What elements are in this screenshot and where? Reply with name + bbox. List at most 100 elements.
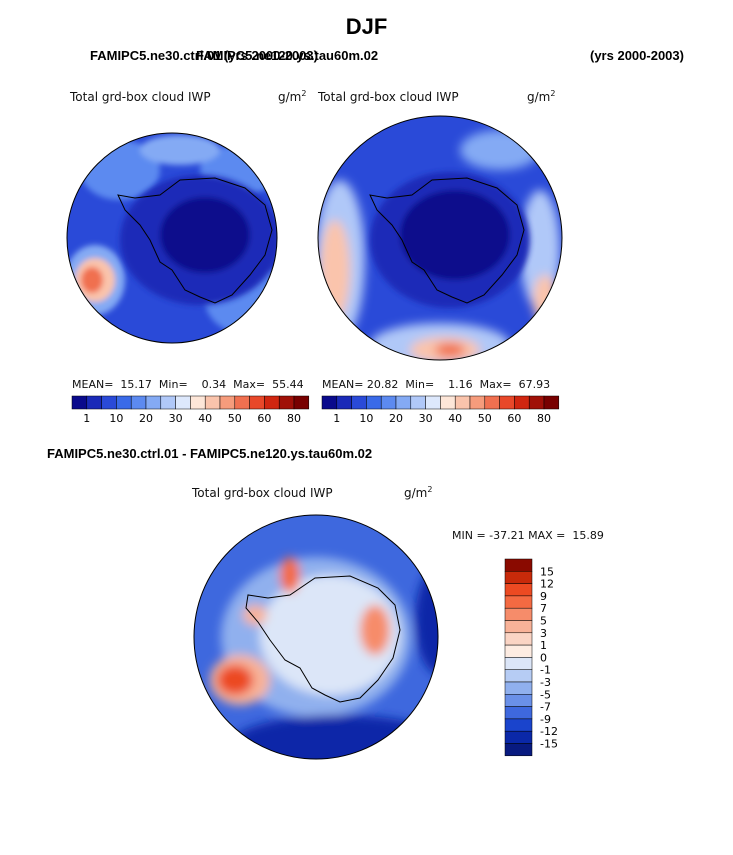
right-antarctica-coastline — [369, 177, 525, 304]
diff-colorbar-box — [504, 595, 533, 609]
right-colorbar-box — [469, 395, 486, 410]
diff-colorbar-box — [504, 706, 533, 720]
diff-colorbar-box — [504, 718, 533, 732]
left-min-value: 0.34 — [201, 378, 227, 391]
right-colorbar-box — [514, 395, 530, 410]
right-ne-pale — [460, 130, 540, 170]
left-max-label: Max= — [233, 378, 266, 391]
diff-colorbar-label: -3 — [540, 676, 551, 689]
left-max-value: 55.44 — [272, 378, 304, 391]
left-colorbar-box — [145, 395, 162, 410]
right-panel-label: Total grd-box cloud IWP — [318, 90, 459, 104]
diff-colorbar-box — [504, 730, 533, 744]
diff-units-text: g/m — [404, 486, 428, 500]
left-colorbar-tick: 80 — [287, 412, 301, 425]
right-colorbar-tick: 60 — [507, 412, 521, 425]
left-colorbar-box — [86, 395, 102, 410]
left-colorbar-box — [278, 395, 295, 410]
diff-east-warm — [360, 605, 390, 655]
left-units-text: g/m — [278, 90, 302, 104]
right-colorbar-box — [440, 395, 456, 410]
diff-colorbar-label: -5 — [540, 688, 551, 701]
diff-colorbar-label: -1 — [540, 664, 551, 677]
right-run-name: FAMIPC5.ne120.ys.tau60m.02 — [196, 48, 379, 63]
right-polar-map — [317, 115, 563, 361]
right-colorbar-tick: 40 — [448, 412, 462, 425]
right-colorbar-box — [543, 395, 560, 410]
left-polar-map — [66, 132, 278, 344]
left-units-exp: 2 — [301, 89, 307, 98]
left-min-label: Min= — [158, 378, 188, 391]
diff-east-deep — [415, 565, 438, 675]
diff-colorbar-label: 0 — [540, 651, 547, 664]
left-panel-units: g/m2 — [278, 89, 306, 104]
right-colorbar-tick: 1 — [333, 412, 340, 425]
diff-colorbar-label: -9 — [540, 713, 551, 726]
right-map-border — [317, 115, 563, 361]
diff-title: FAMIPC5.ne30.ctrl.01 - FAMIPC5.ne120.ys.… — [47, 446, 373, 461]
left-antarctica-coastline — [117, 177, 273, 304]
left-colorbar-tick: 60 — [257, 412, 271, 425]
right-colorbar-tick: 10 — [359, 412, 373, 425]
left-colorbar-tick: 50 — [228, 412, 242, 425]
diff-colorbar-label: -12 — [540, 725, 558, 738]
left-colorbar-box — [204, 395, 221, 410]
left-map-border — [66, 132, 278, 344]
diff-antarctica-coastline — [245, 575, 401, 703]
right-colorbar: 1 10 20 30 40 50 60 80 — [321, 395, 560, 425]
left-colorbar-box — [175, 395, 191, 410]
diff-colorbar-box — [504, 571, 533, 584]
diff-colorbar-box — [504, 583, 533, 597]
right-stats: MEAN= 20.82 Min= 1.16 Max= 67.93 — [322, 378, 550, 391]
page-title: DJF — [345, 14, 388, 39]
diff-colorbar-box — [504, 681, 533, 695]
right-mean-label: MEAN= — [322, 378, 364, 391]
left-colorbar-tick: 30 — [169, 412, 183, 425]
diff-colorbar-label: 9 — [540, 590, 547, 603]
left-colorbar-box — [234, 395, 250, 410]
left-colorbar-tick: 10 — [109, 412, 123, 425]
left-run-name: FAMIPC5.ne30.ctrl.01 — [90, 48, 222, 63]
diff-colorbar-label: 15 — [540, 565, 554, 578]
right-units-exp: 2 — [550, 89, 556, 98]
diff-colorbar-label: 5 — [540, 615, 547, 628]
diff-colorbar-label: 3 — [540, 627, 547, 640]
right-colorbar-box — [351, 395, 367, 410]
left-mean-value: 15.17 — [120, 378, 152, 391]
left-colorbar-box — [130, 395, 147, 410]
right-colorbar-box — [321, 395, 338, 410]
diff-map-border — [193, 514, 439, 760]
right-colorbar-box — [454, 395, 471, 410]
right-min-value: 1.16 — [448, 378, 473, 391]
left-colorbar-box — [293, 395, 310, 410]
diff-minmax: MIN = -37.21 MAX = 15.89 — [452, 529, 604, 542]
right-colorbar-box — [484, 395, 500, 410]
left-colorbar-box — [71, 395, 88, 410]
left-panel-label: Total grd-box cloud IWP — [70, 90, 211, 104]
diff-colorbar-label: -7 — [540, 701, 551, 714]
right-south-hot — [435, 343, 465, 357]
diff-north-hot — [280, 557, 300, 593]
right-units-text: g/m — [527, 90, 551, 104]
right-colorbar-box — [395, 395, 412, 410]
right-panel-units: g/m2 — [527, 89, 555, 104]
left-colorbar-box — [219, 395, 236, 410]
left-colorbar-box — [116, 395, 132, 410]
diff-panel-units: g/m2 — [404, 485, 432, 500]
diff-colorbar-box — [504, 694, 533, 707]
diff-colorbar-box — [504, 558, 533, 572]
diff-panel-label: Total grd-box cloud IWP — [192, 486, 333, 500]
left-colorbar-box — [160, 395, 176, 410]
diff-polar-map — [193, 514, 439, 760]
right-colorbar-box — [499, 395, 515, 410]
diff-colorbar-box — [504, 669, 533, 683]
left-colorbar-tick: 40 — [198, 412, 212, 425]
right-colorbar-box — [410, 395, 426, 410]
right-mean-value: 20.82 — [366, 378, 399, 391]
diff-colorbar-box — [504, 620, 533, 634]
right-continent-core — [400, 190, 510, 280]
right-max-label: Max= — [479, 378, 512, 391]
right-colorbar-tick: 50 — [478, 412, 492, 425]
right-colorbar-box — [528, 395, 545, 410]
